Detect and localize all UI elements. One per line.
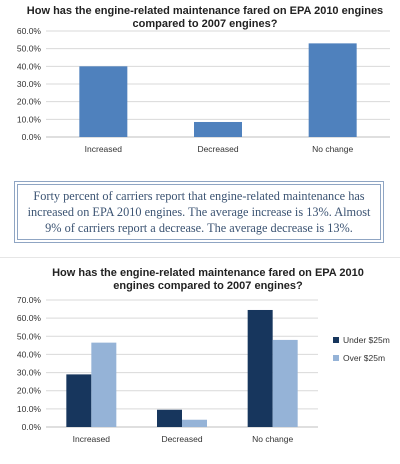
chart-2-legend-label: Over $25m <box>343 353 385 363</box>
chart-2-y-tick-label: 50.0% <box>17 331 42 341</box>
chart-2-title-line: How has the engine-related maintenance f… <box>52 267 364 279</box>
chart-1-y-tick-label: 40.0% <box>17 61 42 71</box>
chart-2-bar <box>91 342 117 427</box>
chart-1-y-tick-label: 60.0% <box>17 26 42 36</box>
chart-2-y-tick-label: 60.0% <box>17 313 42 323</box>
chart-2-x-category-label: No change <box>252 434 293 444</box>
chart-2-legend-swatch <box>333 355 339 361</box>
chart-2-bar <box>157 409 182 427</box>
chart-1-title-line: How has the engine-related maintenance f… <box>27 5 383 17</box>
chart-2-y-tick-label: 0.0% <box>22 422 42 432</box>
chart-2-svg: How has the engine-related maintenance f… <box>17 267 390 444</box>
chart-1-bar <box>79 66 128 137</box>
summary-text: Forty percent of carriers report that en… <box>27 189 371 235</box>
summary-box: Forty percent of carriers report that en… <box>14 181 384 243</box>
chart-1-title-line: compared to 2007 engines? <box>133 18 278 30</box>
chart-1-x-category-label: No change <box>312 144 353 154</box>
chart-2-y-tick-label: 20.0% <box>17 386 42 396</box>
chart-2-y-tick-label: 30.0% <box>17 368 42 378</box>
chart-2-x-category-label: Decreased <box>161 434 202 444</box>
chart-2-y-tick-label: 10.0% <box>17 404 42 414</box>
chart-2-bar <box>247 309 273 427</box>
chart-2-y-tick-label: 40.0% <box>17 349 42 359</box>
chart-2-bar <box>182 419 207 427</box>
chart-2: How has the engine-related maintenance f… <box>0 262 400 459</box>
chart-1-y-tick-label: 10.0% <box>17 114 42 124</box>
chart-2-y-tick-label: 70.0% <box>17 295 42 305</box>
chart-1-svg: How has the engine-related maintenance f… <box>17 5 390 154</box>
chart-1: How has the engine-related maintenance f… <box>0 0 400 170</box>
chart-1-y-tick-label: 0.0% <box>22 132 42 142</box>
chart-2-bar <box>272 339 298 427</box>
chart-1-x-category-label: Decreased <box>197 144 238 154</box>
chart-2-x-category-label: Increased <box>73 434 111 444</box>
chart-1-y-tick-label: 20.0% <box>17 97 42 107</box>
chart-1-y-tick-label: 30.0% <box>17 79 42 89</box>
chart-2-legend-swatch <box>333 337 339 343</box>
chart-1-x-category-label: Increased <box>85 144 123 154</box>
chart-1-bar <box>308 43 357 137</box>
chart-2-title-line: engines compared to 2007 engines? <box>113 280 303 292</box>
chart-2-bar <box>66 374 92 427</box>
divider <box>0 257 400 258</box>
chart-2-legend-label: Under $25m <box>343 335 390 345</box>
chart-1-y-tick-label: 50.0% <box>17 44 42 54</box>
chart-1-bar <box>194 121 242 137</box>
